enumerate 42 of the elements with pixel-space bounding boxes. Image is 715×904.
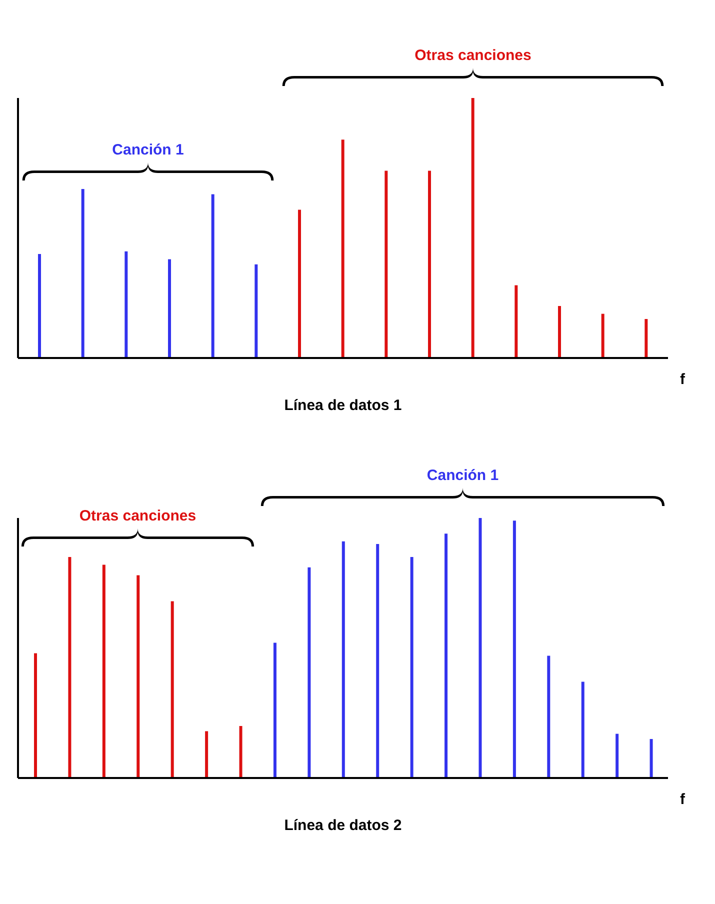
bar (205, 731, 208, 778)
bar (410, 557, 414, 778)
text: Canción 1 (426, 467, 499, 484)
bar (38, 254, 41, 358)
bar (384, 170, 388, 358)
bar (341, 140, 344, 358)
bar (81, 189, 84, 358)
bar (644, 319, 648, 358)
bar (428, 170, 431, 358)
bar (478, 518, 482, 778)
bar (273, 642, 276, 778)
annotation: Otras canciones (79, 508, 196, 524)
text: Otras canciones (414, 47, 532, 64)
bar (68, 557, 72, 778)
x-axis-title: f (680, 371, 686, 388)
bar (376, 544, 380, 778)
bar (471, 98, 474, 358)
bar (170, 601, 174, 778)
bar (239, 726, 242, 778)
text: Línea de datos 1 (284, 397, 402, 414)
bar (102, 564, 106, 778)
x-axis-title: f (680, 791, 686, 808)
bar (512, 520, 516, 778)
bar (514, 285, 518, 358)
bar (124, 251, 128, 358)
bar (650, 739, 653, 778)
bar (254, 264, 258, 358)
bar (298, 210, 301, 358)
bar (34, 653, 37, 778)
bar (547, 656, 550, 778)
bar (601, 314, 604, 358)
bar (308, 567, 311, 778)
bar (168, 259, 171, 358)
bar (342, 541, 345, 778)
bar (444, 534, 448, 778)
bar (581, 682, 584, 778)
bar (616, 734, 619, 778)
bar (211, 194, 214, 358)
text: Línea de datos 2 (284, 817, 402, 834)
bar (136, 575, 140, 778)
bar (558, 306, 561, 358)
annotation: Canción 1 (112, 142, 184, 158)
